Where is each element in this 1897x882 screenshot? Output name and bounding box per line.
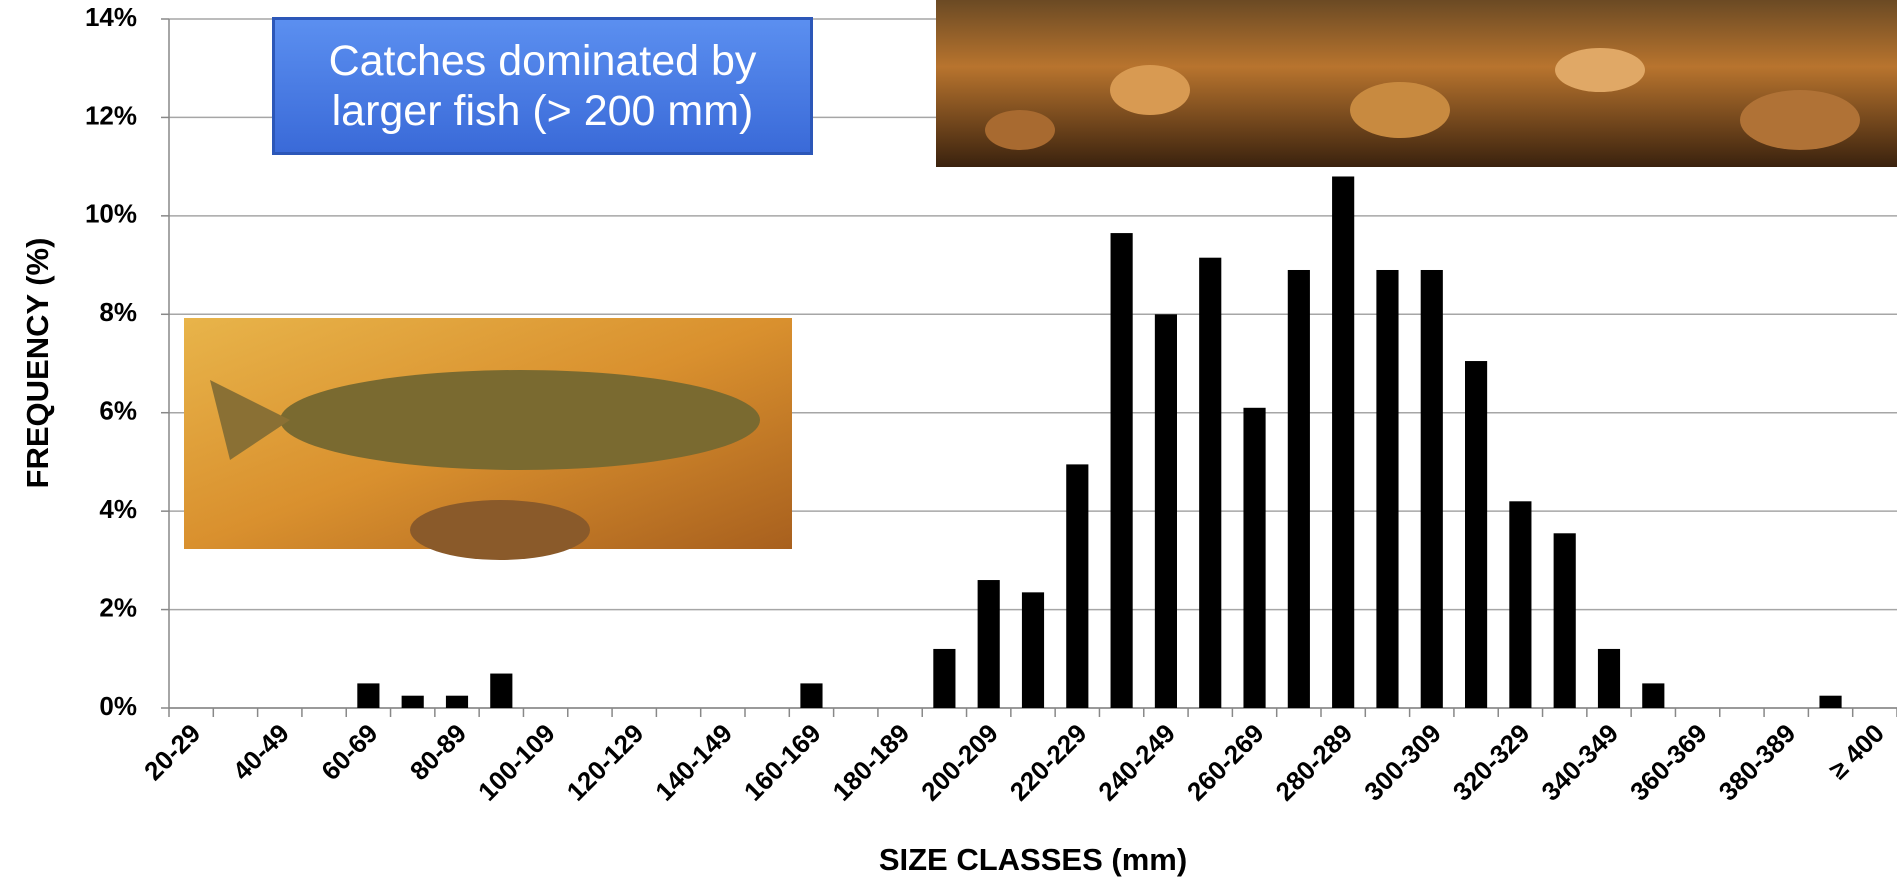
bar [1243, 407, 1266, 708]
y-tick-label: 10% [85, 199, 137, 229]
bar [1376, 269, 1399, 708]
x-tick-label: 300-309 [1358, 718, 1447, 807]
x-tick-label: 280-289 [1270, 718, 1359, 807]
photo-fish [184, 318, 792, 560]
x-tick-label: 260-269 [1181, 718, 1270, 807]
bar [1553, 533, 1576, 708]
bar [800, 683, 823, 708]
x-tick-label: 160-169 [738, 718, 827, 807]
bar [1819, 695, 1842, 708]
bar [1332, 176, 1355, 708]
bar [1287, 269, 1310, 708]
x-tick-label: 100-109 [472, 718, 561, 807]
bar [490, 673, 513, 708]
bar [1642, 683, 1665, 708]
bar [1509, 501, 1532, 708]
bar [401, 695, 424, 708]
x-tick-label: 340-349 [1535, 718, 1624, 807]
y-tick-label: 2% [99, 592, 137, 622]
bar [445, 695, 469, 708]
y-tick-label: 6% [99, 396, 137, 426]
x-tick-label: ≥ 400 [1823, 718, 1890, 785]
y-tick-label: 4% [99, 494, 137, 524]
bar [1066, 464, 1089, 708]
x-tick-label: 380-389 [1713, 718, 1802, 807]
y-tick-label: 14% [85, 2, 137, 32]
y-axis-title: FREQUENCY (%) [20, 238, 55, 489]
x-tick-label: 360-369 [1624, 718, 1713, 807]
x-tick-label: 240-249 [1092, 718, 1181, 807]
x-tick-label: 200-209 [915, 718, 1004, 807]
y-tick-label: 8% [99, 297, 137, 327]
photo-top [936, 0, 1897, 167]
x-tick-label: 80-89 [404, 718, 472, 786]
x-tick-label: 180-189 [826, 718, 915, 807]
y-tick-label: 0% [99, 691, 137, 721]
x-tick-label: 60-69 [315, 718, 383, 786]
bar [1465, 361, 1488, 708]
x-tick-label: 320-329 [1447, 718, 1536, 807]
annotation-box: Catches dominated by larger fish (> 200 … [272, 17, 813, 155]
x-tick-label: 220-229 [1004, 718, 1093, 807]
bar [1021, 592, 1045, 708]
y-tick-label: 12% [85, 100, 137, 130]
bar [977, 580, 1000, 708]
x-tick-label: 120-129 [561, 718, 650, 807]
bar [1110, 233, 1133, 708]
x-tick-label: 40-49 [227, 718, 295, 786]
bar [1420, 269, 1443, 708]
bar [1199, 257, 1222, 708]
x-axis-title: SIZE CLASSES (mm) [879, 842, 1187, 877]
x-tick-label: 20-29 [138, 718, 206, 786]
bar [1154, 314, 1177, 708]
x-tick-label: 140-149 [649, 718, 738, 807]
bar [1597, 648, 1621, 708]
bar [933, 648, 956, 708]
bar [357, 683, 380, 708]
